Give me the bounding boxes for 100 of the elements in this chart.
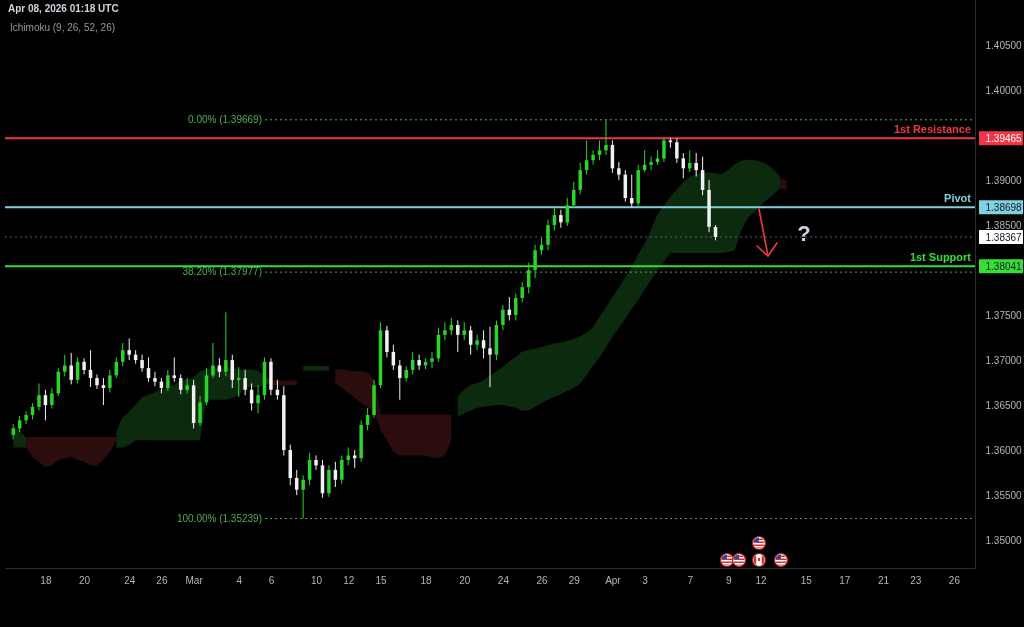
x-tick-label: 6 bbox=[268, 574, 275, 586]
candlestick bbox=[69, 352, 73, 385]
x-tick-label: 7 bbox=[687, 574, 694, 586]
y-tick-label: 1.39000 bbox=[985, 174, 1023, 186]
x-tick-label: 29 bbox=[568, 574, 581, 586]
candlestick bbox=[546, 219, 550, 251]
candlestick bbox=[121, 342, 125, 367]
candlestick bbox=[340, 454, 344, 485]
candlestick bbox=[236, 366, 241, 398]
candlestick bbox=[95, 373, 99, 390]
candlestick bbox=[224, 311, 228, 377]
x-tick-label: 18 bbox=[40, 574, 52, 586]
x-tick-label: 23 bbox=[910, 574, 922, 586]
candlestick bbox=[153, 371, 157, 387]
y-tick-label: 1.36000 bbox=[985, 444, 1023, 456]
x-tick-label: 9 bbox=[726, 574, 733, 586]
candlestick bbox=[520, 281, 524, 303]
y-tick-label: 1.38367 bbox=[985, 231, 1023, 243]
candlestick bbox=[37, 382, 41, 411]
candlestick bbox=[140, 354, 144, 373]
y-tick-label: 1.37500 bbox=[985, 309, 1023, 321]
candlestick bbox=[352, 449, 357, 469]
x-tick-label: 15 bbox=[800, 574, 813, 586]
candlestick bbox=[211, 342, 215, 379]
candlestick bbox=[501, 304, 505, 331]
x-tick-label: Mar bbox=[185, 574, 204, 586]
x-tick-label: 18 bbox=[420, 574, 433, 586]
x-tick-label: Apr bbox=[605, 574, 622, 586]
candlestick bbox=[243, 369, 247, 396]
x-tick-label: 17 bbox=[839, 574, 851, 586]
x-tick-label: 12 bbox=[343, 574, 355, 586]
candlestick bbox=[172, 356, 177, 383]
ref-line-label: 0.00% (1.39669) bbox=[188, 113, 262, 125]
y-tick-label: 1.35000 bbox=[985, 534, 1023, 546]
candlestick bbox=[63, 354, 67, 377]
candlestick bbox=[327, 464, 331, 498]
y-tick-label: 1.38500 bbox=[985, 219, 1023, 231]
candlestick bbox=[346, 446, 351, 466]
candlestick bbox=[430, 351, 434, 369]
x-tick-label: 15 bbox=[375, 574, 387, 586]
x-tick-label: 20 bbox=[79, 574, 91, 586]
candlestick bbox=[475, 334, 479, 351]
candlestick bbox=[417, 354, 421, 371]
y-tick-label: 1.39465 bbox=[985, 132, 1023, 144]
x-tick-label: 26 bbox=[948, 574, 961, 586]
candlestick bbox=[301, 474, 305, 520]
candlestick bbox=[101, 377, 106, 406]
candlestick bbox=[572, 181, 576, 209]
x-tick-label: 12 bbox=[755, 574, 768, 586]
chart-title: Apr 08, 2026 01:18 UTC bbox=[8, 3, 119, 14]
y-tick-label: 1.40000 bbox=[985, 84, 1023, 96]
y-tick-label: 1.38698 bbox=[985, 201, 1023, 213]
candlestick bbox=[559, 209, 563, 229]
x-tick-label: 21 bbox=[877, 574, 890, 586]
candlestick bbox=[385, 325, 389, 358]
x-tick-label: 4 bbox=[236, 574, 243, 586]
ref-line-label: 100.00% (1.35239) bbox=[176, 512, 262, 524]
candlestick bbox=[127, 337, 131, 361]
x-tick-label: 26 bbox=[536, 574, 549, 586]
candlestick bbox=[256, 384, 260, 414]
y-tick-label: 1.40500 bbox=[985, 39, 1023, 51]
candlestick bbox=[649, 156, 653, 171]
candlestick bbox=[217, 357, 222, 378]
candlestick bbox=[443, 321, 447, 341]
candlestick bbox=[398, 359, 402, 401]
y-tick-label: 1.37000 bbox=[985, 354, 1023, 366]
candlestick bbox=[597, 139, 602, 161]
annotation: Ichimoku (9, 26, 52, 26) bbox=[10, 22, 116, 33]
candlestick bbox=[617, 161, 621, 181]
candlestick bbox=[675, 138, 679, 164]
x-tick-label: 26 bbox=[156, 574, 168, 586]
candlestick bbox=[694, 152, 698, 177]
candlestick bbox=[578, 162, 582, 195]
candlestick bbox=[662, 137, 666, 163]
ref-line-label: 1st Support bbox=[909, 251, 972, 264]
candlestick bbox=[456, 319, 460, 353]
candlestick bbox=[50, 387, 54, 410]
x-tick-label: 20 bbox=[459, 574, 471, 586]
candlestick bbox=[462, 321, 466, 341]
candlestick bbox=[604, 119, 608, 156]
ref-line-label: 1st Resistance bbox=[893, 123, 971, 136]
candlestick bbox=[166, 369, 170, 392]
candlestick bbox=[82, 357, 86, 375]
candlestick bbox=[488, 326, 492, 388]
x-tick-label: 3 bbox=[642, 574, 649, 586]
candlestick bbox=[514, 292, 518, 321]
ref-line-label: 38.20% (1.37977) bbox=[182, 266, 262, 278]
x-tick-label: 24 bbox=[497, 574, 510, 586]
candlestick bbox=[314, 454, 318, 471]
candlestick bbox=[198, 395, 202, 427]
y-tick-label: 1.35500 bbox=[985, 489, 1023, 501]
x-tick-label: 24 bbox=[124, 574, 136, 586]
candlestick bbox=[108, 369, 112, 393]
y-tick-label: 1.36500 bbox=[985, 399, 1023, 411]
candlestick bbox=[591, 149, 595, 166]
x-tick-label: 10 bbox=[310, 574, 323, 586]
candlestick bbox=[24, 410, 28, 425]
ref-line-label: Pivot bbox=[944, 192, 972, 205]
candlestick bbox=[468, 325, 473, 356]
y-tick-label: 1.38041 bbox=[985, 260, 1023, 272]
